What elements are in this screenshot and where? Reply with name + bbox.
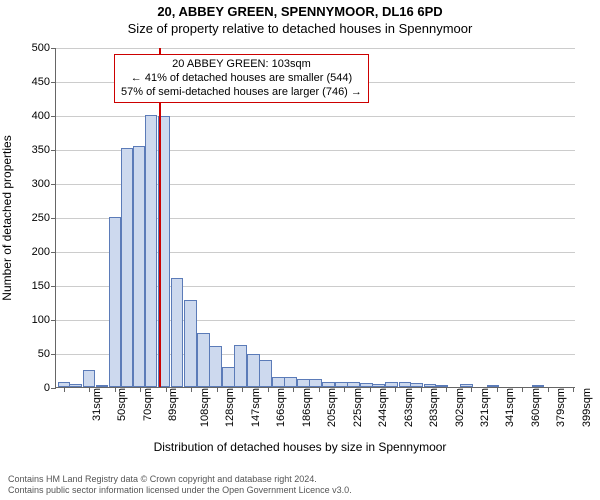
histogram-bar: [424, 384, 437, 387]
footer-attribution: Contains HM Land Registry data © Crown c…: [8, 474, 352, 496]
xtick-label: 186sqm: [307, 394, 319, 433]
histogram-bar: [259, 360, 272, 387]
ytick-label: 500: [32, 42, 56, 54]
gridline-h: [56, 116, 575, 117]
ytick-label: 250: [32, 212, 56, 224]
ytick-label: 350: [32, 144, 56, 156]
xtick-label: 31sqm: [97, 394, 109, 427]
histogram-bar: [347, 382, 360, 387]
xtick-label: 263sqm: [409, 394, 421, 433]
histogram-bar: [197, 333, 210, 387]
ytick-label: 450: [32, 76, 56, 88]
xtick-label: 244sqm: [383, 394, 395, 433]
annotation-line: 20 ABBEY GREEN: 103sqm: [121, 58, 362, 72]
annotation-box: 20 ABBEY GREEN: 103sqm← 41% of detached …: [114, 54, 369, 103]
histogram-bar: [532, 385, 545, 387]
histogram-bar: [297, 379, 310, 387]
xtick-label: 283sqm: [434, 394, 446, 433]
ytick-label: 300: [32, 178, 56, 190]
ytick-label: 150: [32, 280, 56, 292]
xtick-label: 341sqm: [511, 394, 523, 433]
histogram-bar: [133, 146, 146, 387]
y-axis-label: Number of detached properties: [0, 135, 14, 300]
histogram-bar: [385, 382, 398, 387]
histogram-bar: [309, 379, 322, 387]
histogram-bar: [109, 217, 122, 387]
histogram-bar: [96, 385, 109, 387]
histogram-bar: [360, 383, 373, 387]
gridline-h: [56, 48, 575, 49]
histogram-bar: [322, 382, 335, 387]
histogram-bar: [184, 300, 197, 387]
ytick-label: 0: [44, 382, 56, 394]
histogram-bar: [372, 384, 385, 387]
xtick-label: 302sqm: [460, 394, 472, 433]
xtick-label: 147sqm: [256, 394, 268, 433]
ytick-label: 200: [32, 246, 56, 258]
histogram-bar: [272, 377, 285, 387]
x-axis-label: Distribution of detached houses by size …: [154, 440, 447, 454]
xtick-label: 225sqm: [358, 394, 370, 433]
histogram-bar: [69, 384, 82, 387]
plot-area: 05010015020025030035040045050031sqm50sqm…: [55, 48, 575, 388]
histogram-bar: [83, 370, 96, 387]
histogram-bar: [121, 148, 134, 387]
ytick-label: 50: [38, 348, 56, 360]
histogram-bar: [222, 367, 235, 387]
xtick-label: 108sqm: [205, 394, 217, 433]
chart-subtitle: Size of property relative to detached ho…: [0, 19, 600, 36]
footer-line-2: Contains public sector information licen…: [8, 485, 352, 496]
annotation-line: 57% of semi-detached houses are larger (…: [121, 86, 362, 100]
histogram-bar: [284, 377, 297, 387]
xtick-label: 70sqm: [148, 394, 160, 427]
histogram-bar: [145, 115, 158, 387]
xtick-label: 379sqm: [562, 394, 574, 433]
xtick-label: 205sqm: [332, 394, 344, 433]
footer-line-1: Contains HM Land Registry data © Crown c…: [8, 474, 352, 485]
annotation-line: ← 41% of detached houses are smaller (54…: [121, 72, 362, 86]
chart-title: 20, ABBEY GREEN, SPENNYMOOR, DL16 6PD: [0, 0, 600, 19]
histogram-bar: [335, 382, 348, 387]
xtick-label: 50sqm: [122, 394, 134, 427]
xtick-label: 360sqm: [536, 394, 548, 433]
histogram-bar: [247, 354, 260, 387]
histogram-bar: [209, 346, 222, 387]
ytick-label: 400: [32, 110, 56, 122]
xtick-label: 321sqm: [485, 394, 497, 433]
ytick-label: 100: [32, 314, 56, 326]
xtick-label: 166sqm: [281, 394, 293, 433]
histogram-bar: [171, 278, 184, 387]
histogram-bar: [234, 345, 247, 387]
xtick-label: 89sqm: [173, 394, 185, 427]
chart-container: 20, ABBEY GREEN, SPENNYMOOR, DL16 6PD Si…: [0, 0, 600, 500]
xtick-label: 399sqm: [587, 394, 599, 433]
xtick-label: 128sqm: [230, 394, 242, 433]
histogram-bar: [399, 382, 412, 387]
